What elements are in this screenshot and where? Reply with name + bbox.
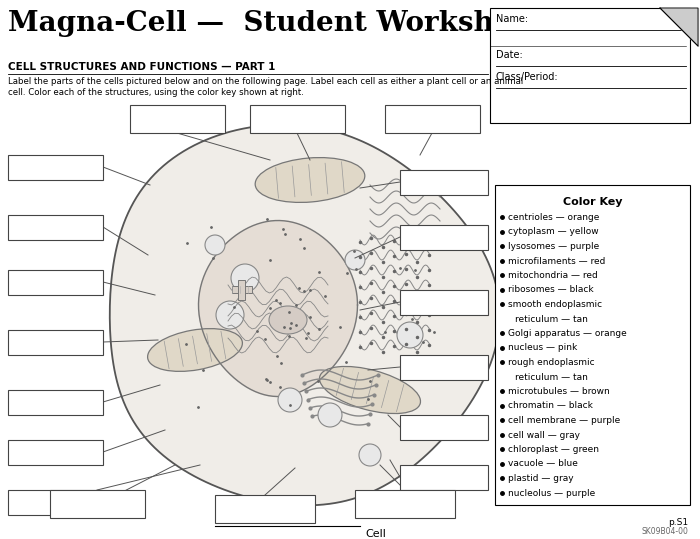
Bar (495, 185, 690, 505)
Ellipse shape (148, 329, 242, 371)
Ellipse shape (216, 301, 244, 329)
Text: plastid — gray: plastid — gray (508, 474, 573, 483)
Text: reticulum — tan: reticulum — tan (515, 372, 588, 382)
Text: SK09B04-00: SK09B04-00 (641, 527, 688, 536)
Bar (8, 440, 103, 465)
Ellipse shape (256, 157, 365, 203)
Bar (238, 280, 245, 300)
Ellipse shape (345, 250, 365, 270)
Text: Label the parts of the cells pictured below and on the following page. Label eac: Label the parts of the cells pictured be… (8, 77, 524, 86)
Text: smooth endoplasmic: smooth endoplasmic (508, 300, 602, 309)
Bar (50, 490, 145, 518)
Bar (215, 495, 315, 523)
Ellipse shape (231, 264, 259, 292)
Bar (385, 105, 480, 133)
Text: reticulum — tan: reticulum — tan (515, 314, 588, 323)
Text: rough endoplasmic: rough endoplasmic (508, 358, 594, 367)
Polygon shape (199, 220, 358, 397)
Ellipse shape (278, 388, 302, 412)
Ellipse shape (319, 367, 421, 413)
Bar (250, 105, 345, 133)
Text: nucleus — pink: nucleus — pink (508, 343, 578, 353)
Bar (400, 355, 488, 380)
Text: Name:: Name: (496, 14, 528, 24)
Bar (130, 105, 225, 133)
Text: CELL STRUCTURES AND FUNCTIONS — PART 1: CELL STRUCTURES AND FUNCTIONS — PART 1 (8, 62, 275, 72)
Polygon shape (110, 125, 500, 506)
Text: ribosomes — black: ribosomes — black (508, 286, 594, 294)
Bar (8, 390, 103, 415)
Text: microtubules — brown: microtubules — brown (508, 387, 610, 396)
Text: Cell: Cell (365, 529, 386, 539)
Text: Color Key: Color Key (563, 197, 622, 207)
Text: nucleolus — purple: nucleolus — purple (508, 488, 595, 497)
Text: vacuole — blue: vacuole — blue (508, 460, 578, 468)
Text: Date:: Date: (496, 50, 523, 60)
Bar (232, 286, 252, 293)
Text: cell membrane — purple: cell membrane — purple (508, 416, 620, 425)
Bar (355, 490, 455, 518)
Bar (8, 155, 103, 180)
Bar (400, 170, 488, 195)
Ellipse shape (205, 235, 225, 255)
Ellipse shape (397, 322, 423, 348)
Bar (400, 290, 488, 315)
Bar (400, 415, 488, 440)
Ellipse shape (318, 403, 342, 427)
Bar (8, 490, 103, 515)
Bar (400, 225, 488, 250)
Ellipse shape (269, 306, 307, 334)
Text: cytoplasm — yellow: cytoplasm — yellow (508, 227, 598, 237)
Bar (8, 330, 103, 355)
Text: microfilaments — red: microfilaments — red (508, 257, 606, 266)
Text: cell wall — gray: cell wall — gray (508, 431, 580, 439)
Polygon shape (660, 8, 698, 46)
Text: Magna-Cell —  Student Worksheet: Magna-Cell — Student Worksheet (8, 10, 542, 37)
Text: centrioles — orange: centrioles — orange (508, 213, 599, 222)
Bar (490, 8, 690, 123)
Bar (8, 270, 103, 295)
Bar (400, 465, 488, 490)
Text: chromatin — black: chromatin — black (508, 402, 593, 411)
Text: chloroplast — green: chloroplast — green (508, 445, 599, 454)
Bar (8, 215, 103, 240)
Text: p.S1: p.S1 (668, 518, 688, 527)
Text: lysosomes — purple: lysosomes — purple (508, 242, 599, 251)
Text: Golgi apparatus — orange: Golgi apparatus — orange (508, 329, 626, 338)
Text: Class/Period:: Class/Period: (496, 72, 559, 82)
Text: mitochondria — red: mitochondria — red (508, 271, 598, 280)
Text: cell. Color each of the structures, using the color key shown at right.: cell. Color each of the structures, usin… (8, 88, 304, 97)
Ellipse shape (359, 444, 381, 466)
